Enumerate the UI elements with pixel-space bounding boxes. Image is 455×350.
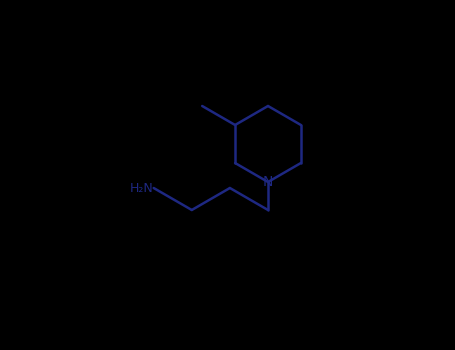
Text: H₂N: H₂N [130, 182, 154, 195]
Text: N: N [263, 175, 273, 189]
